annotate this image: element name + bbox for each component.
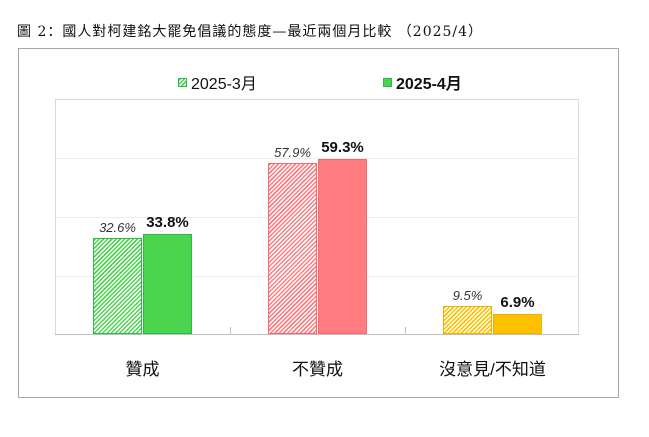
value-label: 9.5% [452, 288, 483, 303]
bar-approve-april [143, 234, 192, 334]
solid-swatch-icon [383, 77, 392, 87]
value-label: 32.6% [99, 220, 136, 235]
bar-no-opinion-march [443, 306, 492, 334]
bar-disapprove-april [318, 159, 367, 334]
bar-disapprove-march [268, 163, 317, 334]
legend-label: 2025-3月 [191, 76, 257, 93]
x-axis-tick [405, 327, 406, 334]
x-axis [55, 334, 579, 335]
chart-frame [18, 48, 619, 398]
category-label-no-opinion: 沒意見/不知道 [439, 360, 546, 379]
value-label: 33.8% [146, 214, 189, 231]
bar-no-opinion-april [493, 314, 542, 334]
value-label: 59.3% [321, 139, 364, 156]
hatched-swatch-icon [178, 77, 187, 87]
legend-label: 2025-4月 [396, 76, 462, 93]
gridline-20 [55, 276, 579, 277]
figure-title: 圖 2：國人對柯建銘大罷免倡議的態度—最近兩個月比較 （2025/4） [17, 24, 484, 40]
category-label-disapprove: 不贊成 [292, 360, 343, 379]
plot-area [55, 99, 579, 334]
value-label: 57.9% [274, 145, 311, 160]
legend-item-2025-04: 2025-4月 [383, 70, 462, 94]
bar-approve-march [93, 238, 142, 334]
legend: 2025-3月 2025-4月 [0, 70, 649, 93]
x-axis-tick [230, 327, 231, 334]
legend-item-2025-03: 2025-3月 [178, 70, 257, 94]
gridline-40 [55, 217, 579, 218]
gridline-60 [55, 158, 579, 159]
value-label: 6.9% [500, 294, 535, 311]
category-label-approve: 贊成 [125, 360, 160, 379]
